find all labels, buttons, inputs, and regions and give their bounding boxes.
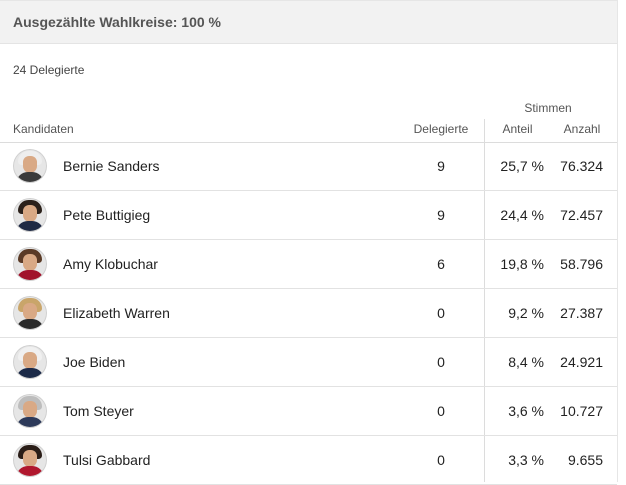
delegates-total: 24 Delegierte [13,63,85,77]
candidate-delegates: 9 [437,207,445,223]
candidate-delegates: 0 [437,403,445,419]
candidate-vote-count: 9.655 [567,452,603,468]
table-row: Tom Steyer 0 3,6 % 10.727 [0,387,617,436]
candidate-name: Amy Klobuchar [63,256,158,272]
candidate-vote-count: 76.324 [560,158,603,174]
table-row: Amy Klobuchar 6 19,8 % 58.796 [0,240,617,289]
table-row: Joe Biden 0 8,4 % 24.921 [0,338,617,387]
candidate-table-body: Bernie Sanders 9 25,7 % 76.324 Pete Butt… [0,142,617,485]
candidate-name: Pete Buttigieg [63,207,151,223]
candidate-delegates: 9 [437,158,445,174]
candidate-name: Bernie Sanders [63,158,160,174]
candidate-vote-count: 58.796 [560,256,603,272]
table-row: Bernie Sanders 9 25,7 % 76.324 [0,142,617,191]
candidate-avatar [14,199,46,231]
column-header-count: Anzahl [563,122,601,136]
candidate-name: Elizabeth Warren [63,305,170,321]
candidate-vote-share: 24,4 % [500,207,544,223]
table-row: Tulsi Gabbard 0 3,3 % 9.655 [0,436,617,485]
candidate-vote-share: 9,2 % [508,305,544,321]
candidate-vote-share: 25,7 % [500,158,544,174]
candidate-vote-count: 72.457 [560,207,603,223]
candidate-name: Tom Steyer [63,403,134,419]
column-header-share: Anteil [502,122,533,136]
votes-column-divider [484,119,485,482]
candidate-avatar [14,150,46,182]
candidate-vote-count: 24.921 [560,354,603,370]
candidate-delegates: 0 [437,305,445,321]
candidate-vote-count: 10.727 [560,403,603,419]
column-header-delegates: Delegierte [413,122,469,136]
votes-group-header: Stimmen [524,101,572,115]
candidate-vote-share: 8,4 % [508,354,544,370]
candidate-vote-share: 19,8 % [500,256,544,272]
candidate-avatar [14,346,46,378]
counted-districts-header: Ausgezählte Wahlkreise: 100 % [0,1,617,44]
table-row: Pete Buttigieg 9 24,4 % 72.457 [0,191,617,240]
candidate-vote-share: 3,3 % [508,452,544,468]
candidate-avatar [14,395,46,427]
table-row: Elizabeth Warren 0 9,2 % 27.387 [0,289,617,338]
candidate-name: Tulsi Gabbard [63,452,151,468]
candidate-vote-share: 3,6 % [508,403,544,419]
column-header-candidates: Kandidaten [13,122,74,136]
table-header: Kandidaten Delegierte Anteil Anzahl [0,118,617,143]
candidate-avatar [14,444,46,476]
candidate-delegates: 6 [437,256,445,272]
candidate-delegates: 0 [437,354,445,370]
candidate-delegates: 0 [437,452,445,468]
candidate-name: Joe Biden [63,354,126,370]
candidate-vote-count: 27.387 [560,305,603,321]
candidate-avatar [14,248,46,280]
candidate-avatar [14,297,46,329]
